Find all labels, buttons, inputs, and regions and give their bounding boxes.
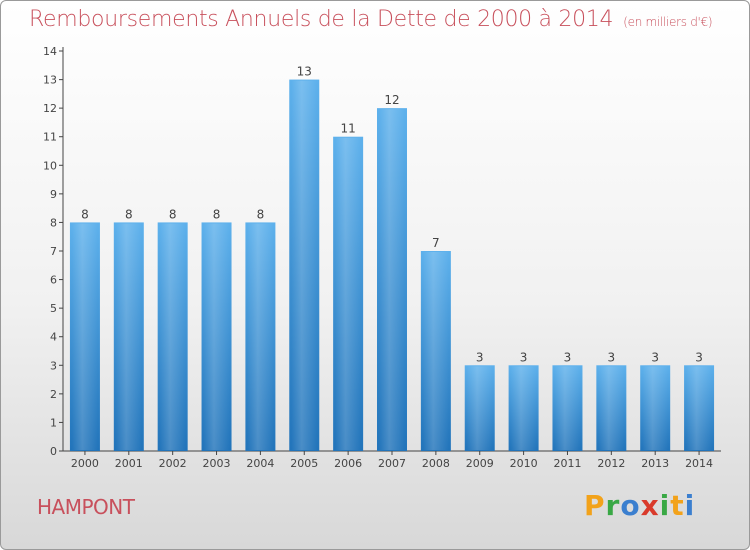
- x-tick-label: 2006: [334, 457, 362, 470]
- x-tick-label: 2003: [203, 457, 231, 470]
- y-tick-label: 0: [50, 445, 57, 458]
- bar-value-label: 3: [608, 350, 616, 364]
- bar-value-label: 8: [257, 207, 265, 221]
- bar-value-label: 13: [297, 65, 312, 79]
- bar-shine: [466, 366, 493, 450]
- logo-letter: x: [640, 489, 660, 522]
- x-tick-label: 2010: [510, 457, 538, 470]
- y-tick-label: 13: [43, 74, 57, 87]
- bar-shine: [686, 366, 713, 450]
- y-tick-label: 5: [50, 302, 57, 315]
- bar-shine: [379, 109, 405, 451]
- y-tick-label: 11: [43, 131, 57, 144]
- proxiti-logo: Proxiti: [584, 489, 695, 522]
- bar-shine: [115, 223, 142, 450]
- y-tick-label: 12: [43, 102, 57, 115]
- y-tick-label: 6: [50, 274, 57, 287]
- bar-shine: [510, 366, 537, 450]
- bar-value-label: 3: [564, 350, 572, 364]
- bar-shine: [203, 223, 230, 450]
- y-tick-label: 1: [50, 416, 57, 429]
- bar-value-label: 8: [213, 207, 221, 221]
- bar-shine: [554, 366, 581, 450]
- y-tick-label: 14: [43, 45, 57, 58]
- bar-value-label: 8: [125, 207, 133, 221]
- chart-title: Remboursements Annuels de la Dette de 20…: [29, 7, 713, 32]
- x-tick-label: 2005: [290, 457, 318, 470]
- x-tick-label: 2002: [159, 457, 187, 470]
- bar-value-label: 3: [695, 350, 703, 364]
- x-tick-label: 2008: [422, 457, 450, 470]
- bar-value-label: 11: [340, 122, 355, 136]
- x-tick-label: 2012: [597, 457, 625, 470]
- x-tick-label: 2004: [246, 457, 274, 470]
- logo-letter: i: [659, 489, 671, 522]
- y-tick-label: 9: [50, 188, 57, 201]
- bar-value-label: 12: [384, 93, 399, 107]
- bar-value-label: 8: [81, 207, 89, 221]
- bar-shine: [247, 223, 274, 450]
- y-tick-label: 8: [50, 216, 57, 229]
- x-tick-label: 2009: [466, 457, 494, 470]
- x-tick-label: 2000: [71, 457, 99, 470]
- bar-shine: [159, 223, 186, 450]
- commune-name: HAMPONT: [37, 495, 135, 519]
- x-tick-label: 2001: [115, 457, 143, 470]
- y-tick-label: 10: [43, 159, 57, 172]
- bar-value-label: 3: [520, 350, 528, 364]
- bar-value-label: 3: [476, 350, 484, 364]
- bar-shine: [642, 366, 669, 450]
- chart-unit-label: (en milliers d'€): [623, 15, 713, 29]
- bar-value-label: 7: [432, 236, 440, 250]
- logo-letter: P: [584, 489, 606, 522]
- bars-group: [69, 79, 715, 452]
- logo-letter: t: [670, 489, 685, 522]
- x-tick-label: 2013: [641, 457, 669, 470]
- x-tick-label: 2007: [378, 457, 406, 470]
- logo-letter: o: [620, 489, 641, 522]
- y-tick-label: 3: [50, 359, 57, 372]
- x-tick-label: 2014: [685, 457, 713, 470]
- bar-shine: [71, 223, 98, 450]
- labels-group: 2000 8 2001 8 2002 8 2003 8 2004 8 2005 13 2006 11 200…: [71, 65, 713, 470]
- x-tick-label: 2011: [553, 457, 581, 470]
- logo-letter: i: [684, 489, 696, 522]
- bar-shine: [335, 137, 362, 450]
- bar-value-label: 8: [169, 207, 177, 221]
- logo-letter: r: [605, 489, 621, 522]
- bar-shine: [291, 80, 318, 451]
- bar-shine: [422, 252, 449, 450]
- y-tick-label: 4: [50, 331, 57, 344]
- bar-shine: [598, 366, 625, 450]
- chart-title-text: Remboursements Annuels de la Dette de 20…: [29, 7, 614, 32]
- y-tick-label: 2: [50, 388, 57, 401]
- bar-value-label: 3: [651, 350, 659, 364]
- y-tick-label: 7: [50, 245, 57, 258]
